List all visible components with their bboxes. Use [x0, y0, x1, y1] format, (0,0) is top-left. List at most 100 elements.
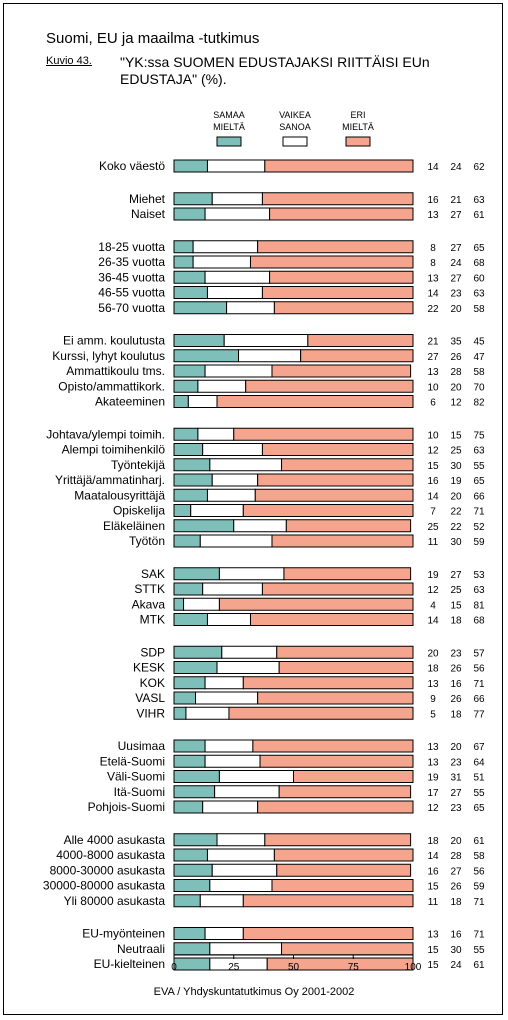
- bar-segment-vaikea: [192, 255, 251, 269]
- value-label-samaa: 16: [427, 195, 439, 206]
- bar-segment-eri: [242, 504, 414, 517]
- x-tick-label: 25: [228, 962, 240, 973]
- bar-segment-eri: [276, 863, 412, 877]
- row-label: 18-25 vuotta: [98, 240, 165, 254]
- row-label: Yli 80000 asukasta: [64, 894, 166, 908]
- bar-segment-eri: [249, 255, 414, 269]
- row-label: EU-myönteinen: [82, 927, 165, 941]
- value-label-vaikea: 26: [450, 352, 462, 363]
- bar-segment-samaa: [173, 488, 208, 502]
- value-label-samaa: 18: [427, 664, 439, 675]
- bar-segment-vaikea: [206, 488, 256, 502]
- figure-number: Kuvio 43.: [46, 55, 92, 67]
- row-label: Opiskelija: [113, 504, 165, 518]
- bar-segment-eri: [300, 349, 414, 363]
- row-label: Maatalousyrittäjä: [74, 488, 165, 502]
- bar-segment-samaa: [173, 739, 206, 753]
- row-label: Itä-Suomi: [114, 785, 165, 799]
- bar-segment-vaikea: [197, 379, 247, 393]
- row-label: 30000-80000 asukasta: [43, 879, 165, 893]
- bar-segment-samaa: [173, 770, 220, 783]
- row-label: KESK: [133, 661, 165, 675]
- bar-segment-eri: [261, 286, 414, 299]
- value-label-eri: 52: [473, 522, 485, 533]
- value-label-vaikea: 20: [450, 382, 462, 393]
- value-label-eri: 71: [473, 679, 485, 690]
- bar-segment-eri: [252, 739, 414, 753]
- legend-swatch-eri: [345, 136, 371, 147]
- bar-segment-eri: [242, 676, 414, 690]
- value-label-eri: 63: [473, 585, 485, 596]
- bar-segment-vaikea: [199, 534, 273, 548]
- bar-segment-samaa: [173, 785, 216, 799]
- value-label-vaikea: 30: [450, 537, 462, 548]
- bar-segment-samaa: [173, 427, 199, 441]
- row-label: 46-55 vuotta: [98, 286, 165, 300]
- value-label-eri: 71: [473, 930, 485, 941]
- value-label-vaikea: 35: [450, 337, 462, 348]
- value-label-vaikea: 30: [450, 945, 462, 956]
- value-label-eri: 55: [473, 788, 485, 799]
- bar-segment-samaa: [173, 270, 206, 284]
- value-label-samaa: 13: [427, 757, 439, 768]
- value-label-vaikea: 24: [450, 960, 462, 971]
- value-label-samaa: 21: [427, 337, 439, 348]
- value-label-vaikea: 20: [450, 491, 462, 502]
- row-label: 56-70 vuotta: [98, 301, 165, 315]
- value-label-eri: 61: [473, 210, 485, 221]
- value-label-samaa: 12: [427, 446, 439, 457]
- value-label-eri: 47: [473, 352, 485, 363]
- bar-segment-samaa: [173, 240, 194, 254]
- value-label-eri: 77: [473, 709, 485, 720]
- value-label-vaikea: 27: [450, 570, 462, 581]
- value-label-vaikea: 20: [450, 742, 462, 753]
- bar-segment-samaa: [173, 879, 211, 892]
- value-label-eri: 55: [473, 461, 485, 472]
- value-label-vaikea: 23: [450, 757, 462, 768]
- value-label-vaikea: 27: [450, 273, 462, 284]
- value-label-samaa: 11: [428, 897, 439, 908]
- bar-segment-eri: [266, 957, 414, 971]
- bar-segment-eri: [273, 301, 414, 315]
- row-label: VASL: [135, 691, 165, 705]
- bar-segment-vaikea: [216, 661, 280, 674]
- value-label-samaa: 16: [427, 866, 439, 877]
- bar-segment-vaikea: [204, 676, 244, 690]
- bar-segment-eri: [228, 706, 414, 720]
- bar-segment-eri: [242, 927, 414, 940]
- value-label-samaa: 12: [427, 585, 439, 596]
- value-label-samaa: 12: [427, 803, 439, 814]
- bar-segment-samaa: [173, 192, 213, 206]
- value-label-samaa: 13: [427, 930, 439, 941]
- legend-label-vaikea: VAIKEA: [279, 110, 311, 120]
- bar-segment-vaikea: [204, 927, 244, 940]
- value-label-samaa: 14: [427, 491, 439, 502]
- value-label-samaa: 14: [427, 289, 439, 300]
- bar-segment-samaa: [173, 504, 192, 517]
- bar-segment-vaikea: [202, 443, 263, 456]
- value-label-vaikea: 21: [450, 195, 462, 206]
- value-label-samaa: 18: [427, 836, 439, 847]
- value-label-vaikea: 22: [450, 522, 462, 533]
- value-label-vaikea: 23: [450, 289, 462, 300]
- value-label-vaikea: 24: [450, 258, 462, 269]
- value-label-eri: 65: [473, 476, 485, 487]
- row-label: Pohjois-Suomi: [88, 800, 165, 814]
- bar-segment-vaikea: [192, 240, 259, 254]
- value-label-samaa: 22: [427, 304, 439, 315]
- bar-segment-samaa: [173, 255, 194, 269]
- bar-segment-samaa: [173, 597, 185, 611]
- value-label-eri: 81: [473, 600, 485, 611]
- value-label-samaa: 8: [430, 243, 436, 254]
- bar-segment-vaikea: [214, 785, 280, 799]
- row-label: Miehet: [129, 192, 166, 206]
- bar-segment-vaikea: [218, 567, 285, 581]
- bar-segment-eri: [278, 785, 412, 799]
- value-label-samaa: 25: [427, 522, 439, 533]
- value-label-vaikea: 25: [450, 585, 462, 596]
- bar-segment-vaikea: [233, 519, 287, 533]
- value-label-eri: 67: [473, 742, 485, 753]
- bar-segment-eri: [216, 395, 414, 408]
- row-label: Naiset: [131, 207, 166, 221]
- bar-segment-samaa: [173, 582, 204, 596]
